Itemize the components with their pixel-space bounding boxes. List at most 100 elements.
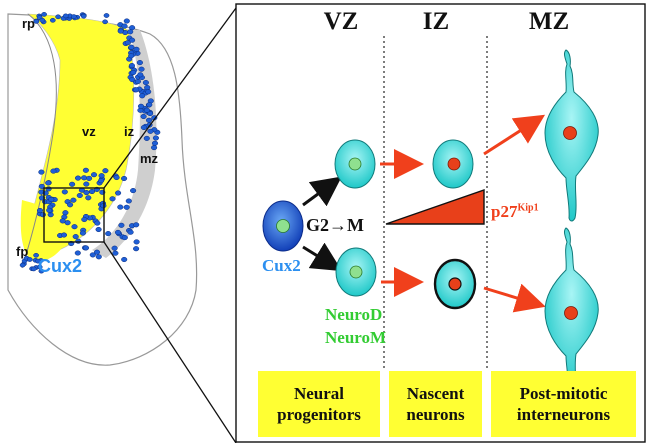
- cux2-cell-dot: [89, 252, 96, 258]
- chip-line2: interneurons: [516, 405, 611, 424]
- cux2-cell-dot: [62, 13, 69, 19]
- zone-title-mz: MZ: [528, 8, 570, 35]
- label-mz: mz: [140, 151, 159, 166]
- cux2-cell-dot: [85, 195, 92, 201]
- cux2-cell-dot: [145, 117, 153, 123]
- arrow-to-upper: [302, 176, 342, 207]
- label-fp: fp: [16, 244, 29, 259]
- cux2-cell-dot: [61, 189, 68, 195]
- cux2-cell-dot: [80, 13, 87, 19]
- chip-line1: Neural: [293, 384, 345, 403]
- cux2-cell-dot: [115, 190, 122, 196]
- cux2-cell-dot: [98, 173, 105, 179]
- cux2-cell-dot: [45, 180, 52, 186]
- cux2-cell-dot: [137, 103, 145, 109]
- cux2-cell-dot: [121, 235, 128, 241]
- cux2-cell-dot: [33, 252, 39, 258]
- zoom-line-top: [103, 7, 237, 189]
- cux2-cell-dot: [81, 216, 88, 223]
- zone-title-vz: VZ: [323, 8, 359, 35]
- label-iz: iz: [124, 124, 135, 139]
- cux2-cell-dot: [139, 93, 146, 99]
- cux2-cell-dot: [102, 19, 108, 25]
- cux2-cell-dot: [72, 234, 79, 240]
- cux2-cell-dot: [70, 14, 77, 19]
- cux2-cell-dot: [30, 266, 37, 272]
- arrow-iz-mz-upper: [483, 114, 546, 156]
- cux2-cell-dot: [125, 198, 132, 204]
- cux2-cell-dot: [117, 204, 124, 210]
- cux2-cell-dot: [74, 250, 81, 256]
- cux2-cell-dot: [130, 69, 137, 76]
- cux2-cell-dot: [82, 167, 89, 173]
- cux2-cell-dot: [62, 210, 69, 216]
- label-cux2-tissue: Cux2: [38, 256, 83, 276]
- cux2-cell-dot: [76, 192, 83, 199]
- cux2-cell-dot: [111, 245, 118, 251]
- cux2-cell-dot: [55, 14, 61, 20]
- cux2-cell-dot: [151, 140, 159, 146]
- label-p27-superscript: Kip1: [517, 202, 539, 214]
- cux2-cell-dot: [133, 246, 140, 252]
- cux2-cell-dot: [113, 174, 120, 181]
- mz-upper-neuron: [544, 49, 599, 222]
- cux2-cell-dot: [128, 44, 135, 50]
- chip-neural-progenitors: Neural progenitors: [258, 371, 380, 437]
- arrow-iz-mz-lower: [483, 283, 546, 313]
- cux2-cell-dot: [95, 226, 102, 233]
- cux2-cell-dot: [121, 23, 128, 29]
- iz-lower-cell: [433, 258, 477, 310]
- cux2-cell-dot: [38, 268, 45, 274]
- cux2-cell-dot: [26, 257, 33, 262]
- cux2-cell-dot: [67, 202, 74, 208]
- cux2-cell-dot: [117, 28, 124, 34]
- zone-title-iz: IZ: [422, 8, 450, 35]
- cux2-cell-dot: [59, 218, 66, 224]
- vz-upper-cell: [334, 139, 376, 189]
- vz-ventral: [20, 200, 70, 262]
- cux2-cell-dot: [74, 175, 82, 181]
- label-vz: vz: [82, 124, 96, 139]
- cux2-cell-dot: [38, 183, 45, 189]
- cux2-cell-dot: [136, 60, 143, 66]
- cux2-cell-dot: [39, 17, 46, 23]
- iz-upper-cell: [432, 139, 474, 189]
- cux2-cell-dot: [133, 87, 140, 93]
- vz-lower-cell: [335, 247, 377, 297]
- cux2-cell-dot: [69, 181, 76, 187]
- cux2-cell-dot: [86, 175, 93, 181]
- cux2-cell-dot: [123, 204, 130, 210]
- cux2-cell-dot: [112, 250, 119, 256]
- cux2-cell-dot: [39, 212, 46, 218]
- label-p27-main: p27: [491, 202, 518, 221]
- chip-line2: progenitors: [277, 405, 361, 424]
- cux2-cell-dot: [95, 254, 102, 260]
- chip-line2: neurons: [406, 405, 465, 424]
- cux2-cell-dot: [121, 175, 128, 182]
- neural-tube-section: [7, 12, 198, 366]
- cux2-cell-dot: [127, 229, 134, 235]
- cux2-cell-dot: [146, 102, 153, 108]
- cux2-cell-dot: [33, 19, 40, 24]
- cux2-cell-dot: [71, 224, 78, 230]
- cux2-cell-dot: [79, 230, 86, 236]
- cux2-cell-dot: [60, 232, 68, 238]
- cux2-cell-dot: [145, 89, 152, 95]
- zoom-line-bottom: [103, 241, 237, 443]
- cux2-cell-dot: [140, 124, 147, 131]
- cux2-cell-dot: [133, 239, 140, 245]
- cux2-cell-dot: [49, 17, 56, 23]
- cux2-cell-dot: [88, 188, 96, 195]
- cux2-cell-dot: [130, 188, 137, 194]
- cux2-cell-dot: [134, 78, 141, 85]
- p27-gradient-wedge: [385, 189, 485, 225]
- cux2-cell-dot: [142, 80, 149, 86]
- cux2-cell-dot: [19, 262, 26, 268]
- ventricle-line: [21, 13, 57, 269]
- cux2-cell-dot: [124, 40, 131, 46]
- cux2-cell-dot: [114, 229, 122, 235]
- cux2-cell-dot: [102, 168, 109, 174]
- cux2-cell-dot: [151, 145, 158, 151]
